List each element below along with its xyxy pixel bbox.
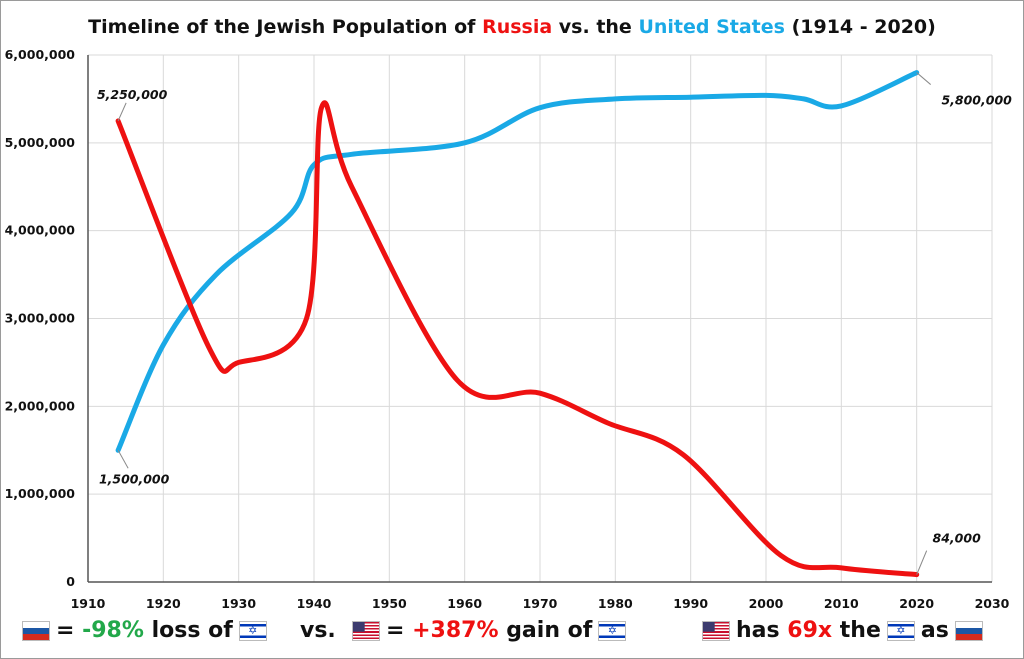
russia-loss-summary: = -98% loss of — [22, 618, 273, 643]
gain-of-text: gain of — [506, 618, 593, 643]
x-tick-label: 2000 — [749, 596, 784, 610]
x-tick-label: 2010 — [824, 596, 859, 610]
data-label: 5,250,000 — [97, 87, 168, 102]
data-label-leader — [117, 102, 127, 122]
loss-of-text: loss of — [151, 618, 233, 643]
russia-loss-pct: -98% — [82, 618, 144, 643]
vs-text-wrap: vs. — [300, 618, 336, 643]
x-tick-label: 1960 — [447, 596, 482, 610]
y-tick-label: 3,000,000 — [5, 311, 76, 326]
usa-flag-icon — [352, 620, 380, 641]
title-part: (1914 - 2020) — [784, 16, 936, 38]
title-russia: Russia — [482, 16, 553, 38]
vs-text: vs. — [300, 618, 336, 643]
equals-sign: = — [56, 618, 75, 643]
x-tick-label: 1970 — [523, 596, 558, 610]
equals-sign: = — [386, 618, 405, 643]
data-label-leader — [916, 550, 928, 575]
x-tick-label: 1950 — [372, 596, 407, 610]
series-lines — [115, 70, 920, 578]
has-text: has — [736, 618, 780, 643]
us-gain-summary: = +387% gain of — [346, 618, 632, 643]
x-tick-label: 1920 — [146, 596, 181, 610]
ratio-mult: 69x — [787, 618, 833, 643]
line-chart: 1910 1920 1930 1940 1950 1960 1970 1980 1990 2000… — [5, 47, 1013, 610]
grid — [87, 54, 993, 583]
as-text: as — [920, 618, 949, 643]
data-label: 5,800,000 — [941, 93, 1012, 108]
israel-flag-icon — [598, 620, 627, 641]
title-united-states: United States — [638, 16, 785, 38]
data-label-leader — [117, 450, 129, 469]
israel-flag-icon — [238, 620, 267, 641]
y-tick-label: 6,000,000 — [5, 47, 76, 62]
title-part: vs. the — [552, 16, 639, 38]
x-tick-label: 1990 — [673, 596, 708, 610]
chart-title: Timeline of the Jewish Population of Rus… — [0, 16, 1024, 38]
data-label-leader — [916, 72, 931, 85]
x-tick-label: 2020 — [899, 596, 934, 610]
united-states-series-line — [115, 70, 920, 453]
data-label: 1,500,000 — [99, 471, 170, 486]
y-tick-label: 0 — [66, 574, 75, 589]
x-tick-label: 1930 — [221, 596, 256, 610]
title-part: Timeline of the Jewish Population of — [88, 16, 483, 38]
y-tick-label: 1,000,000 — [5, 486, 76, 501]
the-text: the — [839, 618, 881, 643]
us-gain-pct: +387% — [412, 618, 499, 643]
y-tick-label: 2,000,000 — [5, 398, 76, 413]
x-tick-label: 2030 — [975, 596, 1010, 610]
israel-flag-icon — [886, 620, 915, 641]
x-tick-label: 1940 — [297, 596, 332, 610]
x-tick-label: 1980 — [598, 596, 633, 610]
usa-flag-icon — [702, 620, 730, 641]
russia-flag-icon — [954, 620, 983, 641]
data-labels: 5,250,000 1,500,000 5,800,000 84,000 — [97, 72, 1012, 575]
y-tick-label: 4,000,000 — [5, 223, 76, 238]
russia-series-line — [115, 100, 920, 578]
ratio-summary: has 69x the as — [696, 618, 989, 643]
summary-bar: = -98% loss of vs. = +387% gain of has 6… — [22, 614, 1012, 650]
data-label: 84,000 — [933, 531, 982, 546]
x-tick-label: 1910 — [71, 596, 106, 610]
axes: 1910 1920 1930 1940 1950 1960 1970 1980 1990 2000… — [5, 47, 1010, 610]
y-tick-label: 5,000,000 — [5, 135, 76, 150]
russia-flag-icon — [22, 620, 50, 641]
